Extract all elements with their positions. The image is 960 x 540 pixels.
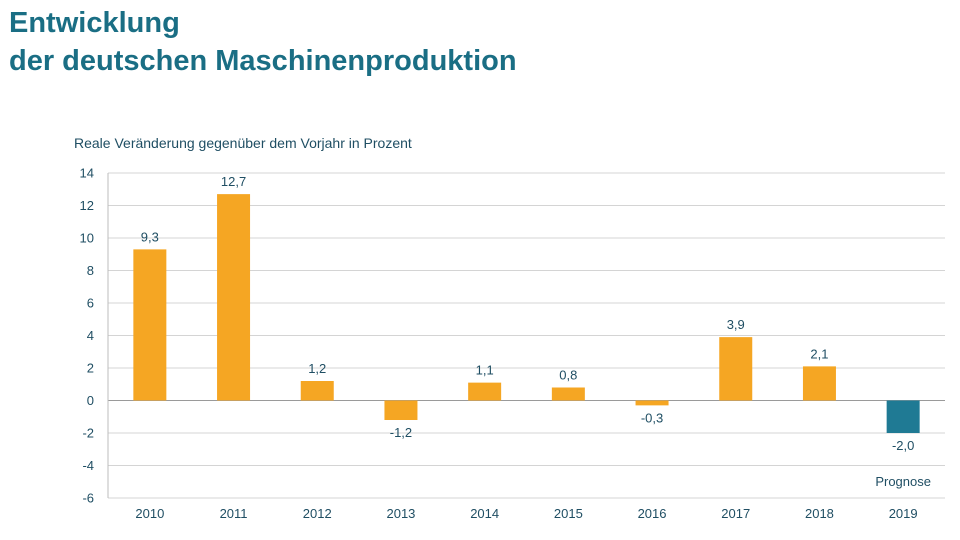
y-tick-label: 6 — [87, 296, 94, 311]
y-tick-label: -6 — [82, 491, 94, 506]
data-label-2010: 9,3 — [141, 229, 159, 244]
y-tick-label: 2 — [87, 361, 94, 376]
y-axis-label: Reale Veränderung gegenüber dem Vorjahr … — [74, 135, 412, 151]
data-label-2018: 2,1 — [810, 346, 828, 361]
title-line-1: Entwicklung — [9, 7, 180, 39]
bar-2014 — [468, 382, 502, 401]
data-label-2013: -1,2 — [390, 425, 412, 440]
data-label-2019: -2,0 — [892, 438, 914, 453]
data-label-2011: 12,7 — [221, 174, 246, 189]
bar-2019 — [886, 400, 920, 433]
x-tick-label-2018: 2018 — [805, 506, 834, 521]
y-tick-label: 8 — [87, 263, 94, 278]
y-tick-label: 4 — [87, 328, 94, 343]
x-tick-label-2015: 2015 — [554, 506, 583, 521]
bar-2013 — [384, 400, 418, 420]
y-tick-label: 14 — [80, 166, 94, 181]
data-labels: 9,3 12,7 1,2 -1,2 1,1 0,8 -0,3 3,9 2,1 -2,0 — [141, 174, 915, 453]
x-tick-label-2011: 2011 — [220, 506, 248, 521]
data-label-2014: 1,1 — [476, 363, 494, 378]
bar-2015 — [551, 387, 585, 401]
annotation-prognose: Prognose — [875, 474, 931, 489]
data-label-2012: 1,2 — [308, 361, 326, 376]
bar-2010 — [133, 249, 167, 401]
data-label-2017: 3,9 — [727, 317, 745, 332]
x-tick-label-2016: 2016 — [638, 506, 667, 521]
x-axis-ticks: 2010 2011 2012 2013 2014 2015 2016 2017 2018 2019 — [135, 506, 917, 521]
title-line-2: der deutschen Maschinenproduktion — [9, 45, 517, 77]
bar-2012 — [300, 381, 334, 401]
bar-2018 — [802, 366, 836, 401]
data-label-2015: 0,8 — [559, 368, 577, 383]
y-tick-label: -4 — [82, 458, 94, 473]
x-tick-label-2013: 2013 — [386, 506, 415, 521]
bar-2016 — [635, 400, 669, 406]
bars — [133, 194, 920, 433]
bar-2017 — [719, 337, 753, 401]
x-tick-label-2019: 2019 — [889, 506, 918, 521]
x-tick-label-2017: 2017 — [721, 506, 750, 521]
x-tick-label-2010: 2010 — [135, 506, 164, 521]
y-tick-label: -2 — [82, 426, 94, 441]
data-label-2016: -0,3 — [641, 410, 663, 425]
y-tick-label: 10 — [80, 231, 94, 246]
chart-title: Entwicklung der deutschen Maschinenprodu… — [9, 4, 517, 80]
x-tick-label-2014: 2014 — [470, 506, 499, 521]
y-tick-label: 0 — [87, 393, 94, 408]
y-axis-ticks: 14 12 10 8 6 4 2 0 -2 -4 -6 — [80, 166, 94, 506]
x-tick-label-2012: 2012 — [303, 506, 332, 521]
annotations: Prognose — [875, 474, 931, 489]
bar-2011 — [217, 194, 251, 401]
y-tick-label: 12 — [80, 198, 94, 213]
